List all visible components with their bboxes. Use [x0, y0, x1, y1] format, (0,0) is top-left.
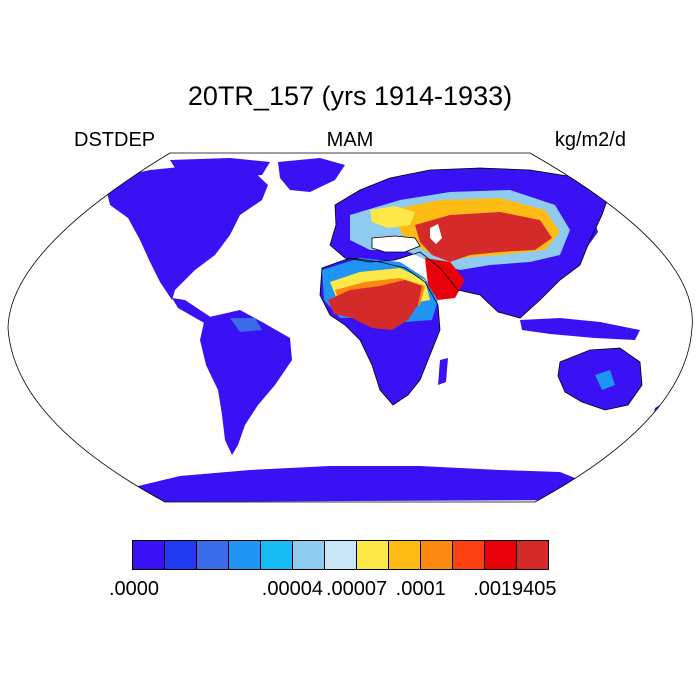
arabia-high	[425, 258, 465, 300]
colorbar	[132, 540, 549, 570]
colorbar-swatch-4	[261, 541, 293, 569]
season-label: MAM	[326, 129, 374, 151]
plot-title: 20TR_157 (yrs 1914-1933)	[187, 81, 513, 111]
colorbar-swatch-12	[517, 541, 548, 569]
colorbar-swatch-5	[293, 541, 325, 569]
colorbar-swatch-6	[325, 541, 357, 569]
coastline-mediterranean	[371, 235, 421, 253]
colorbar-tick-label: .0001	[395, 578, 446, 600]
amazon-moderate	[230, 318, 262, 332]
colorbar-tick-label: .00004	[261, 578, 323, 600]
colorbar-swatch-10	[453, 541, 485, 569]
colorbar-swatch-7	[357, 541, 389, 569]
variable-label: DSTDEP	[74, 129, 156, 151]
units-label: kg/m2/d	[554, 129, 626, 151]
colorbar-swatch-9	[421, 541, 453, 569]
madagascar	[438, 358, 448, 385]
colorbar-tick-label: .0000	[108, 578, 160, 600]
central-america	[172, 298, 212, 324]
coastlines	[319, 167, 643, 411]
colorbar-swatch-2	[197, 541, 229, 569]
canada-arctic	[170, 158, 270, 178]
indonesia	[520, 318, 640, 340]
coastline-australia	[557, 347, 643, 411]
colorbar-swatch-0	[133, 541, 165, 569]
globe-outline	[7, 152, 693, 503]
coastline-africa	[319, 257, 441, 406]
mediterranean-sea	[372, 236, 420, 252]
coastline-eurasia	[329, 167, 611, 319]
asia-high	[415, 212, 552, 262]
sahara-high	[328, 280, 422, 330]
map-content	[104, 158, 668, 502]
colorbar-tick-label: .0019405	[473, 578, 557, 600]
australia-moderate	[595, 370, 615, 390]
japan	[580, 214, 598, 246]
colorbar-swatch-1	[165, 541, 197, 569]
colorbar-tick-label: .00007	[325, 578, 388, 600]
deposition-overlays	[230, 190, 615, 390]
colorbar-swatch-3	[229, 541, 261, 569]
antarctica	[130, 466, 580, 502]
greenland	[278, 158, 345, 192]
colorbar-swatch-8	[389, 541, 421, 569]
caspian-sea	[430, 224, 442, 244]
new-zealand	[650, 400, 668, 432]
north-america	[104, 165, 268, 300]
europe-yellow	[370, 206, 415, 228]
colorbar-swatch-11	[485, 541, 517, 569]
south-america	[200, 310, 292, 455]
